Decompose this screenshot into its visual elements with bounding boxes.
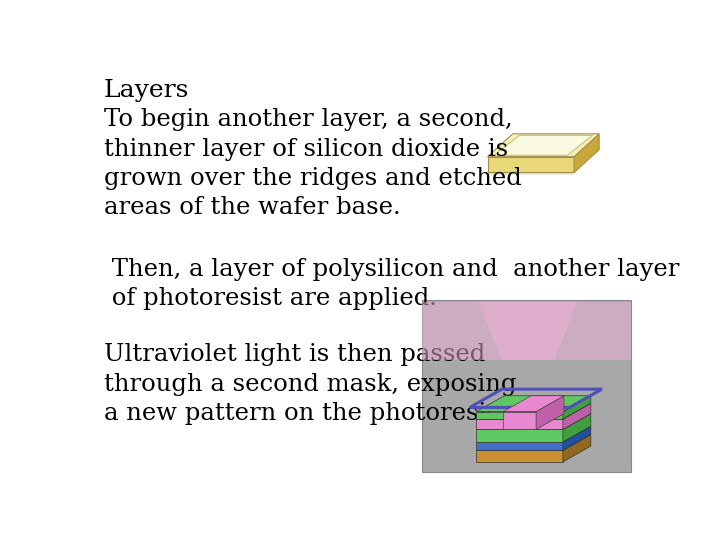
Text: To begin another layer, a second,
thinner layer of silicon dioxide is
grown over: To begin another layer, a second, thinne… <box>104 109 522 219</box>
Polygon shape <box>478 302 578 360</box>
Polygon shape <box>477 414 591 429</box>
Polygon shape <box>487 157 574 172</box>
Polygon shape <box>477 442 563 450</box>
Polygon shape <box>422 302 502 360</box>
Polygon shape <box>477 435 591 450</box>
Polygon shape <box>477 429 563 442</box>
Polygon shape <box>477 396 591 411</box>
Polygon shape <box>477 411 563 419</box>
Polygon shape <box>574 134 599 172</box>
Polygon shape <box>477 403 591 419</box>
Polygon shape <box>487 134 599 157</box>
Polygon shape <box>503 396 564 411</box>
Text: Ultraviolet light is then passed
through a second mask, exposing
a new pattern o: Ultraviolet light is then passed through… <box>104 343 524 425</box>
Polygon shape <box>554 302 631 360</box>
Polygon shape <box>563 403 591 429</box>
Polygon shape <box>477 426 591 442</box>
Text: Then, a layer of polysilicon and  another layer
 of photoresist are applied.: Then, a layer of polysilicon and another… <box>104 258 680 310</box>
Polygon shape <box>477 419 563 429</box>
Polygon shape <box>563 414 591 442</box>
Polygon shape <box>536 396 564 429</box>
Polygon shape <box>563 426 591 450</box>
Polygon shape <box>503 411 536 429</box>
Polygon shape <box>486 152 598 174</box>
Polygon shape <box>494 136 593 155</box>
Polygon shape <box>563 435 591 462</box>
Polygon shape <box>477 450 563 462</box>
Text: Layers: Layers <box>104 79 189 103</box>
Bar <box>422 300 631 472</box>
Polygon shape <box>563 396 591 419</box>
